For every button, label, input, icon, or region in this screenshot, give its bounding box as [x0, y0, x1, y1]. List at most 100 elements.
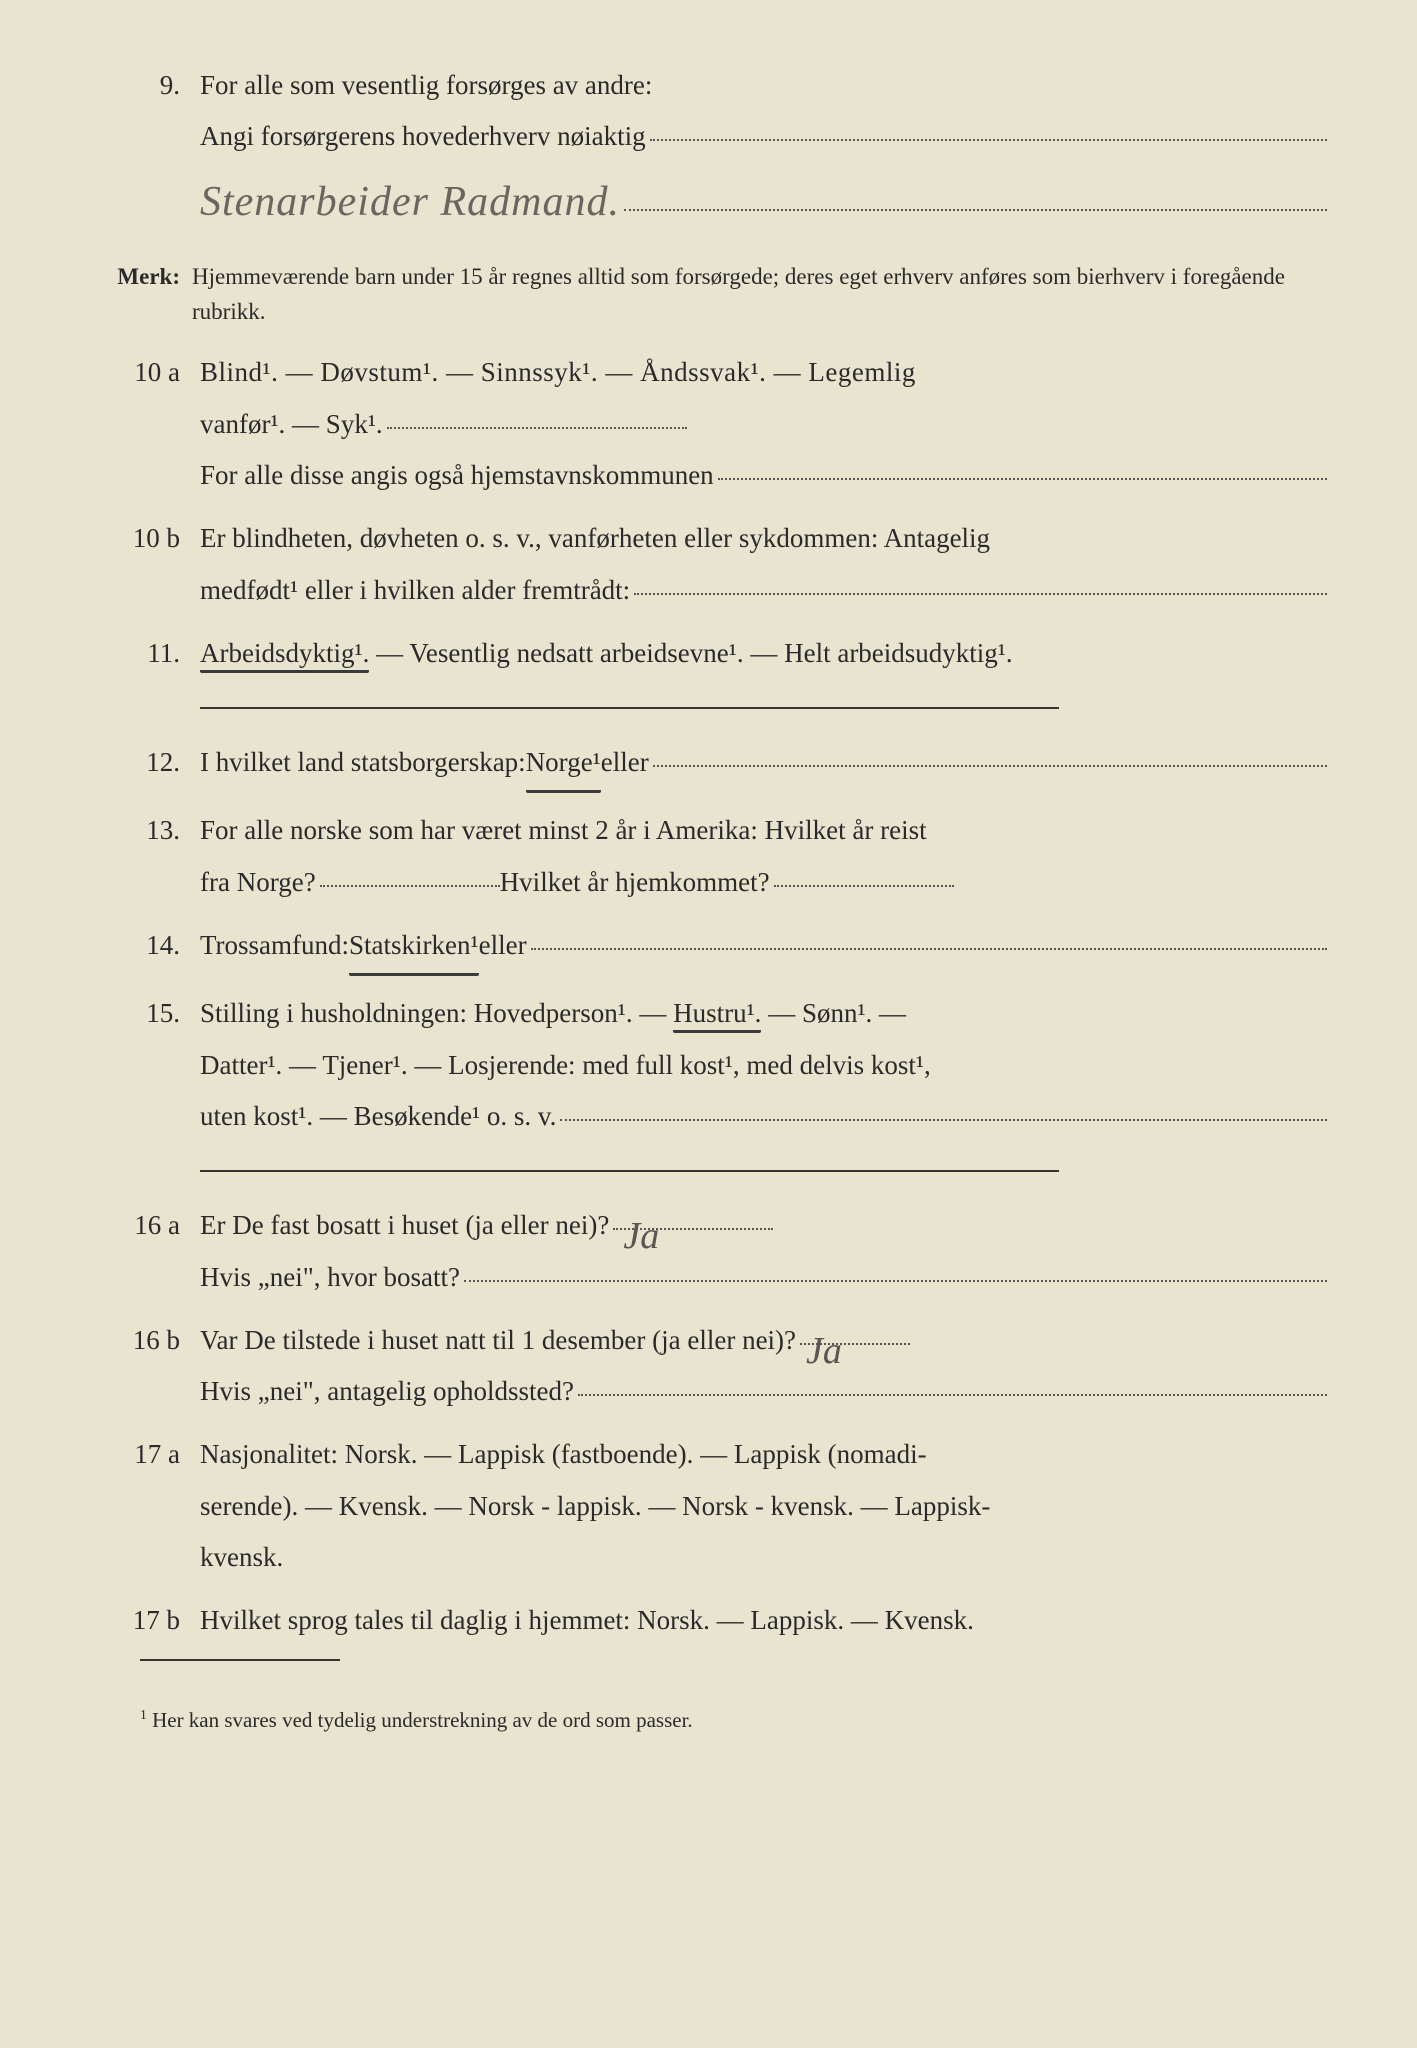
q13-line2b: Hvilket år hjemkommet?: [500, 857, 770, 908]
q16b-line1-text: Var De tilstede i huset natt til 1 desem…: [200, 1315, 796, 1366]
q9-line2-dots: [650, 139, 1327, 141]
footnote-text: Her kan svares ved tydelig understreknin…: [147, 1708, 693, 1732]
q10a-line3-dots: [718, 478, 1327, 480]
q10b-line2-text: medfødt¹ eller i hvilken alder fremtrådt…: [200, 565, 630, 616]
q16b-line2-text: Hvis „nei", antagelig opholdssted?: [200, 1366, 574, 1417]
merk-note: Merk: Hjemmeværende barn under 15 år reg…: [100, 260, 1327, 329]
q16b-number: 16 b: [100, 1315, 200, 1418]
footnote-rule: [140, 1659, 340, 1661]
question-17a: 17 a Nasjonalitet: Norsk. — Lappisk (fas…: [100, 1429, 1327, 1583]
q14-underlined: Statskirken¹: [349, 920, 479, 976]
q10a-line3-text: For alle disse angis også hjemstavnskomm…: [200, 450, 714, 501]
q14-content: Trossamfund: Statskirken¹ eller: [200, 920, 1327, 976]
q11-content: Arbeidsdyktig¹. — Vesentlig nedsatt arbe…: [200, 628, 1327, 679]
q16b-dots: Ja: [800, 1343, 910, 1345]
q17a-line1: Nasjonalitet: Norsk. — Lappisk (fastboen…: [200, 1429, 1327, 1480]
q16a-line2-text: Hvis „nei", hvor bosatt?: [200, 1252, 460, 1303]
q15-line3: uten kost¹. — Besøkende¹ o. s. v.: [200, 1091, 1327, 1142]
q15-line1b: — Sønn¹. —: [761, 998, 906, 1028]
q10a-number: 10 a: [100, 347, 200, 501]
q16b-line2: Hvis „nei", antagelig opholdssted?: [200, 1366, 1327, 1417]
q12-content: I hvilket land statsborgerskap: Norge¹ e…: [200, 737, 1327, 793]
q15-line1-u: Hustru¹.: [673, 998, 761, 1033]
q12-pre: I hvilket land statsborgerskap:: [200, 737, 526, 788]
question-14: 14. Trossamfund: Statskirken¹ eller: [100, 920, 1327, 976]
q16b-content: Var De tilstede i huset natt til 1 desem…: [200, 1315, 1327, 1418]
q12-dots: [653, 765, 1327, 767]
q16b-line2-dots: [578, 1394, 1327, 1396]
q13-line2: fra Norge? Hvilket år hjemkommet?: [200, 857, 1327, 908]
q17b-content: Hvilket sprog tales til daglig i hjemmet…: [200, 1595, 1327, 1646]
q14-pre: Trossamfund:: [200, 920, 349, 971]
q13-dots1: [320, 885, 500, 887]
q16a-line1-text: Er De fast bosatt i huset (ja eller nei)…: [200, 1200, 609, 1251]
q15-line1: Stilling i husholdningen: Hovedperson¹. …: [200, 988, 1327, 1039]
q15-line3-dots: [560, 1119, 1327, 1121]
q11-rest: — Vesentlig nedsatt arbeidsevne¹. — Helt…: [369, 638, 1012, 668]
q13-number: 13.: [100, 805, 200, 908]
q14-number: 14.: [100, 920, 200, 976]
question-10a: 10 a Blind¹. — Døvstum¹. — Sinnssyk¹. — …: [100, 347, 1327, 501]
q10a-content: Blind¹. — Døvstum¹. — Sinnssyk¹. — Åndss…: [200, 347, 1327, 501]
q10a-line1: Blind¹. — Døvstum¹. — Sinnssyk¹. — Åndss…: [200, 347, 1327, 398]
merk-text: Hjemmeværende barn under 15 år regnes al…: [192, 260, 1327, 329]
q16a-number: 16 a: [100, 1200, 200, 1303]
q13-line2a: fra Norge?: [200, 857, 316, 908]
question-9: 9. For alle som vesentlig forsørges av a…: [100, 60, 1327, 242]
census-form-page: 9. For alle som vesentlig forsørges av a…: [0, 0, 1417, 1781]
footnote-marker: 1: [140, 1707, 147, 1722]
footnote: 1 Her kan svares ved tydelig understrekn…: [100, 1701, 1327, 1741]
q9-handwritten-line: Stenarbeider Radmand.: [200, 163, 1327, 243]
q9-number: 9.: [100, 60, 200, 242]
q9-handwritten: Stenarbeider Radmand.: [200, 163, 620, 243]
question-17b: 17 b Hvilket sprog tales til daglig i hj…: [100, 1595, 1327, 1646]
q11-number: 11.: [100, 628, 200, 679]
question-10b: 10 b Er blindheten, døvheten o. s. v., v…: [100, 513, 1327, 616]
q16b-handwritten: Ja: [806, 1315, 842, 1387]
q16a-line2-dots: [464, 1280, 1327, 1282]
q13-dots2: [774, 885, 954, 887]
q12-number: 12.: [100, 737, 200, 793]
q15-line3-text: uten kost¹. — Besøkende¹ o. s. v.: [200, 1091, 556, 1142]
q10b-line2-dots: [634, 593, 1327, 595]
q13-line1: For alle norske som har været minst 2 år…: [200, 805, 1327, 856]
q17a-line2: serende). — Kvensk. — Norsk - lappisk. —…: [200, 1481, 1327, 1532]
q15-number: 15.: [100, 988, 200, 1142]
q9-line1: For alle som vesentlig forsørges av andr…: [200, 60, 1327, 111]
q10a-line2-dots: [387, 427, 687, 429]
divider-1: [200, 707, 1059, 709]
q16a-content: Er De fast bosatt i huset (ja eller nei)…: [200, 1200, 1327, 1303]
q10b-line2: medfødt¹ eller i hvilken alder fremtrådt…: [200, 565, 1327, 616]
q9-line2-text: Angi forsørgerens hovederhverv nøiaktig: [200, 111, 646, 162]
q10b-number: 10 b: [100, 513, 200, 616]
q17b-number: 17 b: [100, 1595, 200, 1646]
q10a-line2-text: vanfør¹. — Syk¹.: [200, 399, 383, 450]
question-13: 13. For alle norske som har været minst …: [100, 805, 1327, 908]
merk-label: Merk:: [100, 260, 192, 329]
q17a-line3: kvensk.: [200, 1532, 1327, 1583]
q9-hand-dots: [624, 209, 1327, 211]
q14-post: eller: [479, 920, 527, 971]
q16a-handwritten: Ja: [623, 1200, 659, 1272]
q10b-content: Er blindheten, døvheten o. s. v., vanfør…: [200, 513, 1327, 616]
q15-line1a: Stilling i husholdningen: Hovedperson¹. …: [200, 998, 673, 1028]
question-16a: 16 a Er De fast bosatt i huset (ja eller…: [100, 1200, 1327, 1303]
q10a-line2: vanfør¹. — Syk¹.: [200, 399, 1327, 450]
question-15: 15. Stilling i husholdningen: Hovedperso…: [100, 988, 1327, 1142]
q16b-line1: Var De tilstede i huset natt til 1 desem…: [200, 1315, 1327, 1366]
divider-2: [200, 1170, 1059, 1172]
q12-underlined: Norge¹: [526, 737, 601, 793]
q15-line2: Datter¹. — Tjener¹. — Losjerende: med fu…: [200, 1040, 1327, 1091]
q17a-number: 17 a: [100, 1429, 200, 1583]
q17a-content: Nasjonalitet: Norsk. — Lappisk (fastboen…: [200, 1429, 1327, 1583]
question-16b: 16 b Var De tilstede i huset natt til 1 …: [100, 1315, 1327, 1418]
question-11: 11. Arbeidsdyktig¹. — Vesentlig nedsatt …: [100, 628, 1327, 679]
q12-post: eller: [601, 737, 649, 788]
q10b-line1: Er blindheten, døvheten o. s. v., vanfør…: [200, 513, 1327, 564]
q13-content: For alle norske som har været minst 2 år…: [200, 805, 1327, 908]
q14-dots: [531, 948, 1327, 950]
q9-line2: Angi forsørgerens hovederhverv nøiaktig: [200, 111, 1327, 162]
q16a-line1: Er De fast bosatt i huset (ja eller nei)…: [200, 1200, 1327, 1251]
q15-content: Stilling i husholdningen: Hovedperson¹. …: [200, 988, 1327, 1142]
q10a-line3: For alle disse angis også hjemstavnskomm…: [200, 450, 1327, 501]
